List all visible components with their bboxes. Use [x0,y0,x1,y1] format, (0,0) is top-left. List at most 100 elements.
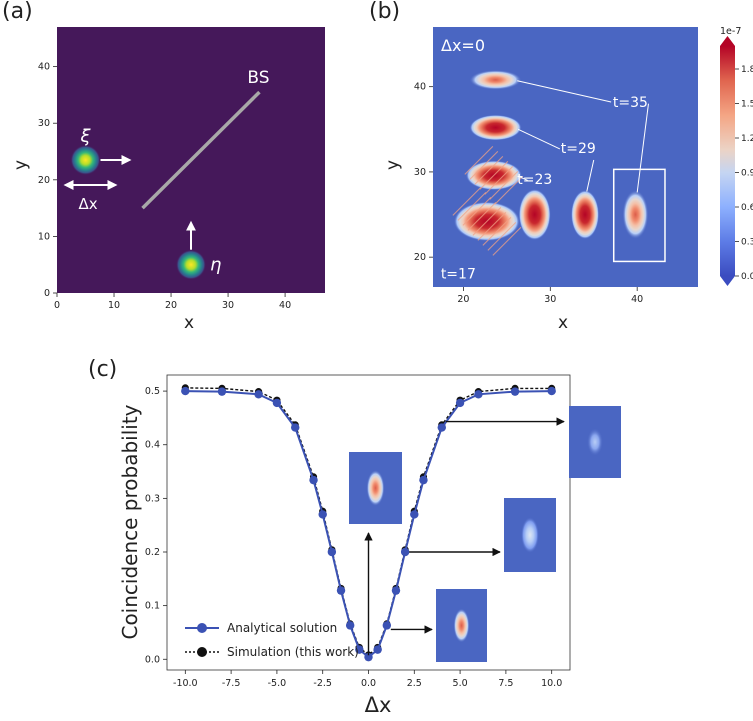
panel-c-xtick-label: -2.5 [313,678,332,689]
panel-c-ytick-label: 0.4 [145,440,160,451]
highlight-box [612,168,666,263]
data-point-analytic [181,386,190,396]
leader-line [586,159,595,192]
legend-analytic-label: Analytical solution [227,621,337,635]
density-blob-t35-0 [469,70,522,90]
fringe-line [472,206,502,236]
colorbar-tick-label: 0.6 [741,203,753,213]
panel-a-arrows [63,155,196,250]
panel-b-axes: 20 30 40 20 30 40 [414,82,643,305]
density-blob-t35-6 [622,190,649,240]
data-point-analytic [391,586,401,595]
panel-b-xtick-label: 30 [544,294,556,305]
inset-blob-2 [521,517,539,553]
density-blob-t23-4 [518,189,551,241]
data-point-analytic [345,621,355,630]
series-line-simulation [185,387,552,656]
delta-x-label: Δx [79,195,98,213]
panel-a-xtick-label: 20 [165,300,177,311]
colorbar-tick-label: 0.3 [741,238,753,248]
panel-c-ytick-label: 0.2 [145,547,160,558]
beam-splitter-line [141,90,261,210]
panel-a-ytick-label: 10 [38,231,50,242]
leader-line [517,128,561,150]
panel-a-xtick-label: 0 [54,300,60,311]
panel-c-ytick-label: 0.3 [145,493,160,504]
legend-simulation-marker [197,647,207,657]
panel-a-xlabel: x [184,313,194,333]
fringe-line [494,175,524,205]
fringe-line [457,191,487,221]
inset-blob-0 [366,470,385,506]
panel-c-xtick-label: 5.0 [453,678,468,689]
density-blob-t29-5 [571,190,600,240]
fringe-line [464,145,494,175]
wavepacket-eta [176,249,206,280]
data-point-analytic [336,586,346,595]
xi-label: ξ [80,126,92,147]
inset-blob-3 [587,428,603,456]
data-point-analytic [474,390,483,399]
panel-c: (c) -10.0 -7.5 -5.0 -2.5 0.0 2.5 5.0 7.5 10.0 0.0… [88,357,621,717]
time-label-t35: t=35 [613,95,648,111]
fringe-line [462,196,492,226]
panel-c-ytick-label: 0.0 [145,654,160,665]
delta-x-zero-header: Δx=0 [441,36,485,55]
fringe-line [492,226,522,256]
data-point-analytic [510,387,520,396]
panel-a-ylabel: y [11,160,31,170]
panel-a-xtick-label: 10 [108,300,120,311]
fringe-line [477,211,507,241]
colorbar-tick-label: 0.0 [741,272,753,282]
panel-a-ytick-label: 20 [38,175,50,186]
fringe-line [469,150,499,180]
data-point-analytic [291,423,300,432]
data-point-analytic [455,398,465,408]
colorbar-top-extend [720,36,735,46]
panel-c-ylabel: Coincidence probability [118,404,142,639]
leader-line [517,80,612,103]
fringe-line [487,221,517,251]
colorbar [720,46,735,276]
beam-splitter-label: BS [247,68,269,88]
panel-a-ytick-label: 30 [38,118,50,129]
time-label-t23: t=23 [517,172,552,188]
density-blob-t29-1 [469,114,522,141]
panel-b-ytick-label: 20 [414,252,426,263]
panel-c-axes: -10.0 -7.5 -5.0 -2.5 0.0 2.5 5.0 7.5 10.0 0.0 0.1 0… [145,386,562,689]
panel-a: (a) BS ξ η Δx 0 10 20 30 40 0 10 20 30 40 x y [2,0,325,333]
colorbar-tick-label: 0.9 [741,169,753,179]
data-point-analytic [364,652,373,662]
colorbar-tick-label: 1.5 [741,100,753,110]
interference-fringes [452,145,524,256]
data-point-analytic [547,386,556,396]
data-point-analytic [410,510,419,519]
data-point-analytic [254,390,263,399]
panel-a-axes: 0 10 20 30 40 0 10 20 30 40 [38,62,291,311]
time-label-t29: t=29 [561,141,596,157]
panel-b-xtick-label: 20 [457,294,469,305]
leader-line [517,175,528,181]
colorbar-exponent: 1e-7 [720,26,741,37]
panel-b-xtick-label: 40 [631,294,643,305]
fringe-line [479,160,509,190]
fringe-line [489,170,519,200]
panel-c-label: (c) [88,357,117,382]
data-point-analytic [419,475,428,485]
panel-a-xtick-label: 40 [279,300,291,311]
panel-a-xtick-label: 30 [222,300,234,311]
data-point-analytic [437,423,446,432]
colorbar-tick-label: 1.8 [741,65,753,75]
panel-a-ytick-label: 40 [38,62,50,73]
panel-c-xlabel: Δx [365,693,392,717]
panel-c-ytick-label: 0.5 [145,386,160,397]
panel-b: (b) Δx=0 t=35 t=29 t=23 t=17 20 30 40 20 30 4… [369,0,753,333]
panel-c-xtick-label: 7.5 [498,678,513,689]
legend: Analytical solution Simulation (this wor… [185,621,359,659]
eta-label: η [210,255,221,276]
colorbar-ticks: 0.0 0.3 0.6 0.9 1.2 1.5 1.8 [735,65,753,282]
data-point-analytic [309,475,318,485]
panel-a-ytick-label: 0 [44,288,50,299]
fringe-line [482,216,512,246]
